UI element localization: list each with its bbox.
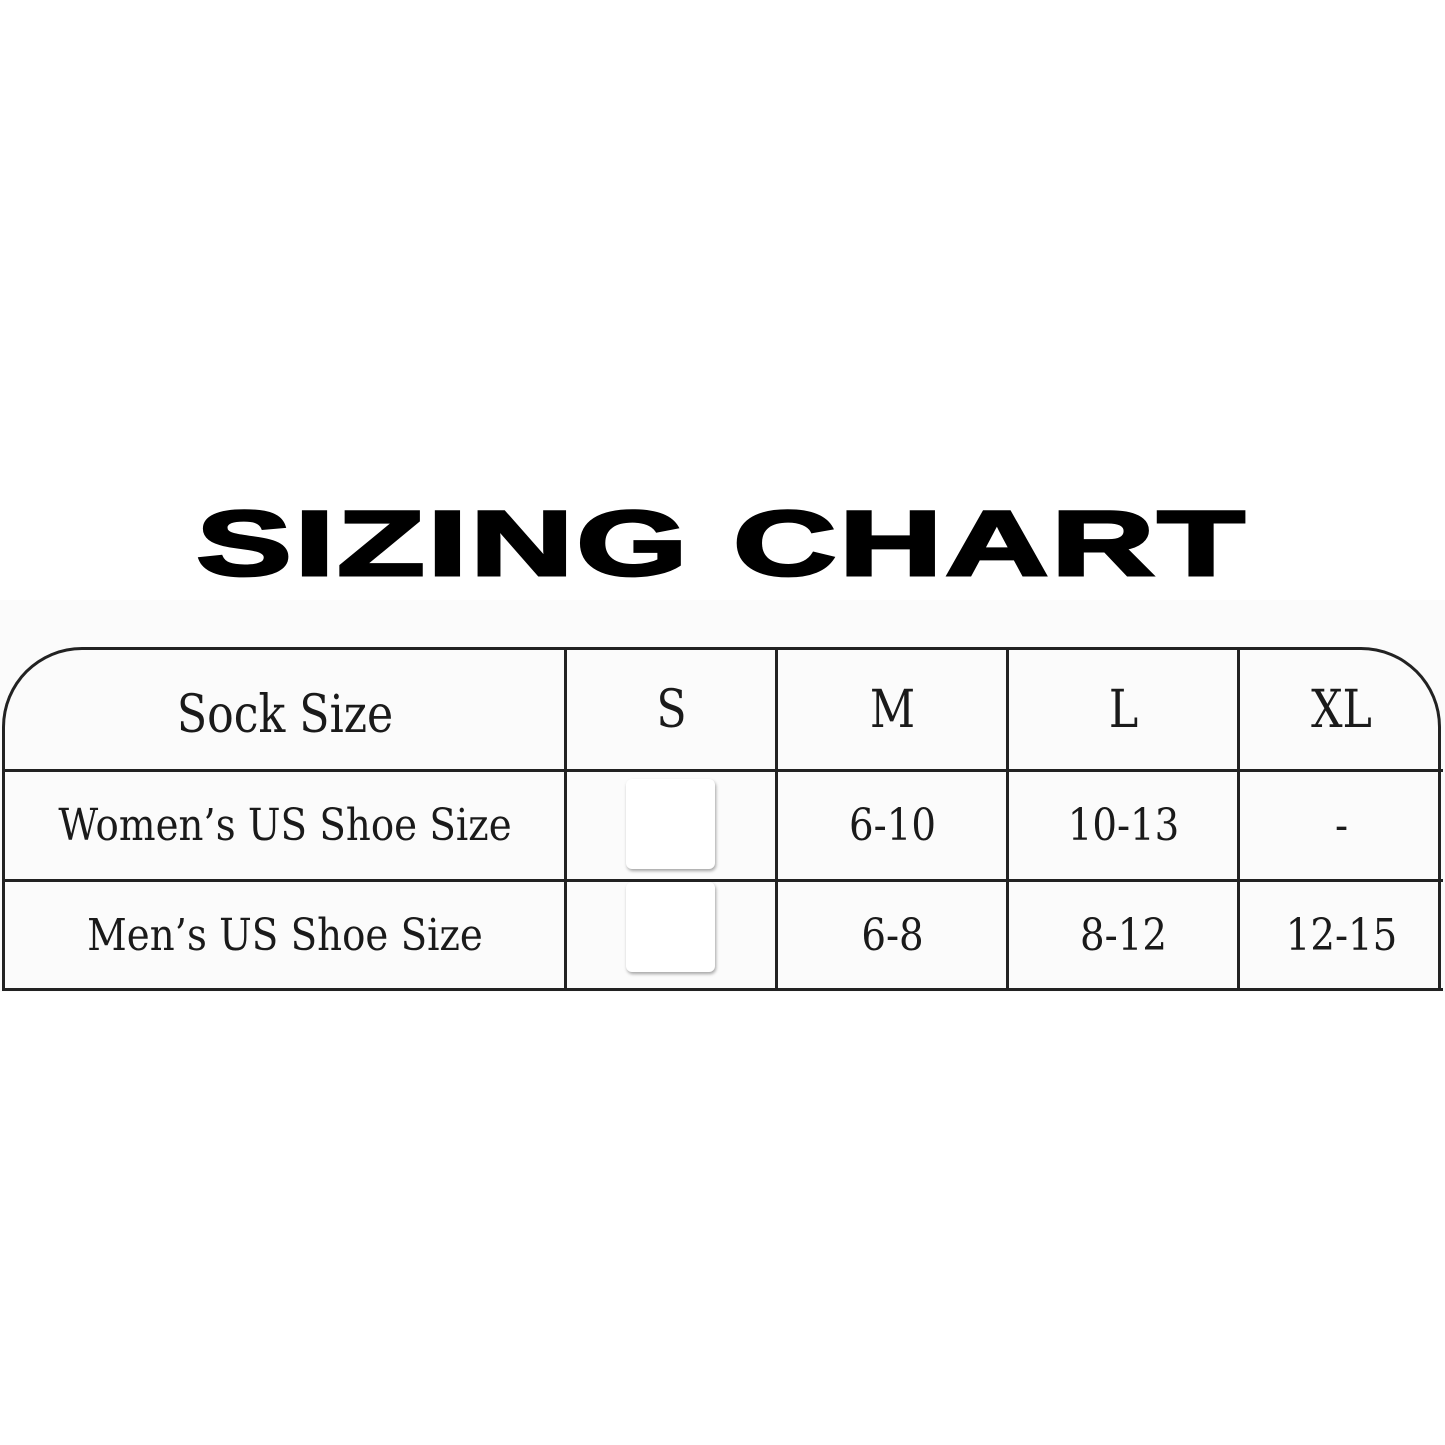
row-label-women: Women’s US Shoe Size	[58, 800, 512, 851]
cell-men-m: 6-8	[861, 910, 924, 961]
column-divider	[1006, 647, 1009, 990]
column-divider	[1237, 647, 1240, 990]
cell-women-xl: -	[1334, 800, 1349, 851]
row-divider	[2, 879, 1443, 882]
redaction-box	[626, 882, 715, 972]
cell-men-xl: 12-15	[1285, 910, 1398, 961]
column-divider	[564, 647, 567, 990]
header-m: M	[869, 680, 916, 740]
row-divider	[2, 769, 1443, 772]
row-label-men: Men’s US Shoe Size	[87, 910, 483, 961]
redaction-box	[626, 779, 715, 869]
header-xl: XL	[1311, 680, 1372, 740]
header-sock-size: Sock Size	[176, 685, 394, 745]
page-title: SIZING CHART	[195, 493, 1249, 595]
header-l: L	[1108, 680, 1139, 740]
cell-women-l: 10-13	[1067, 800, 1180, 851]
cell-men-l: 8-12	[1079, 910, 1167, 961]
sizing-table-image	[0, 600, 1445, 992]
sizing-table	[2, 647, 1441, 990]
row-divider	[2, 988, 1443, 991]
cell-women-m: 6-10	[848, 800, 936, 851]
header-s: S	[656, 680, 687, 740]
column-divider	[775, 647, 778, 990]
